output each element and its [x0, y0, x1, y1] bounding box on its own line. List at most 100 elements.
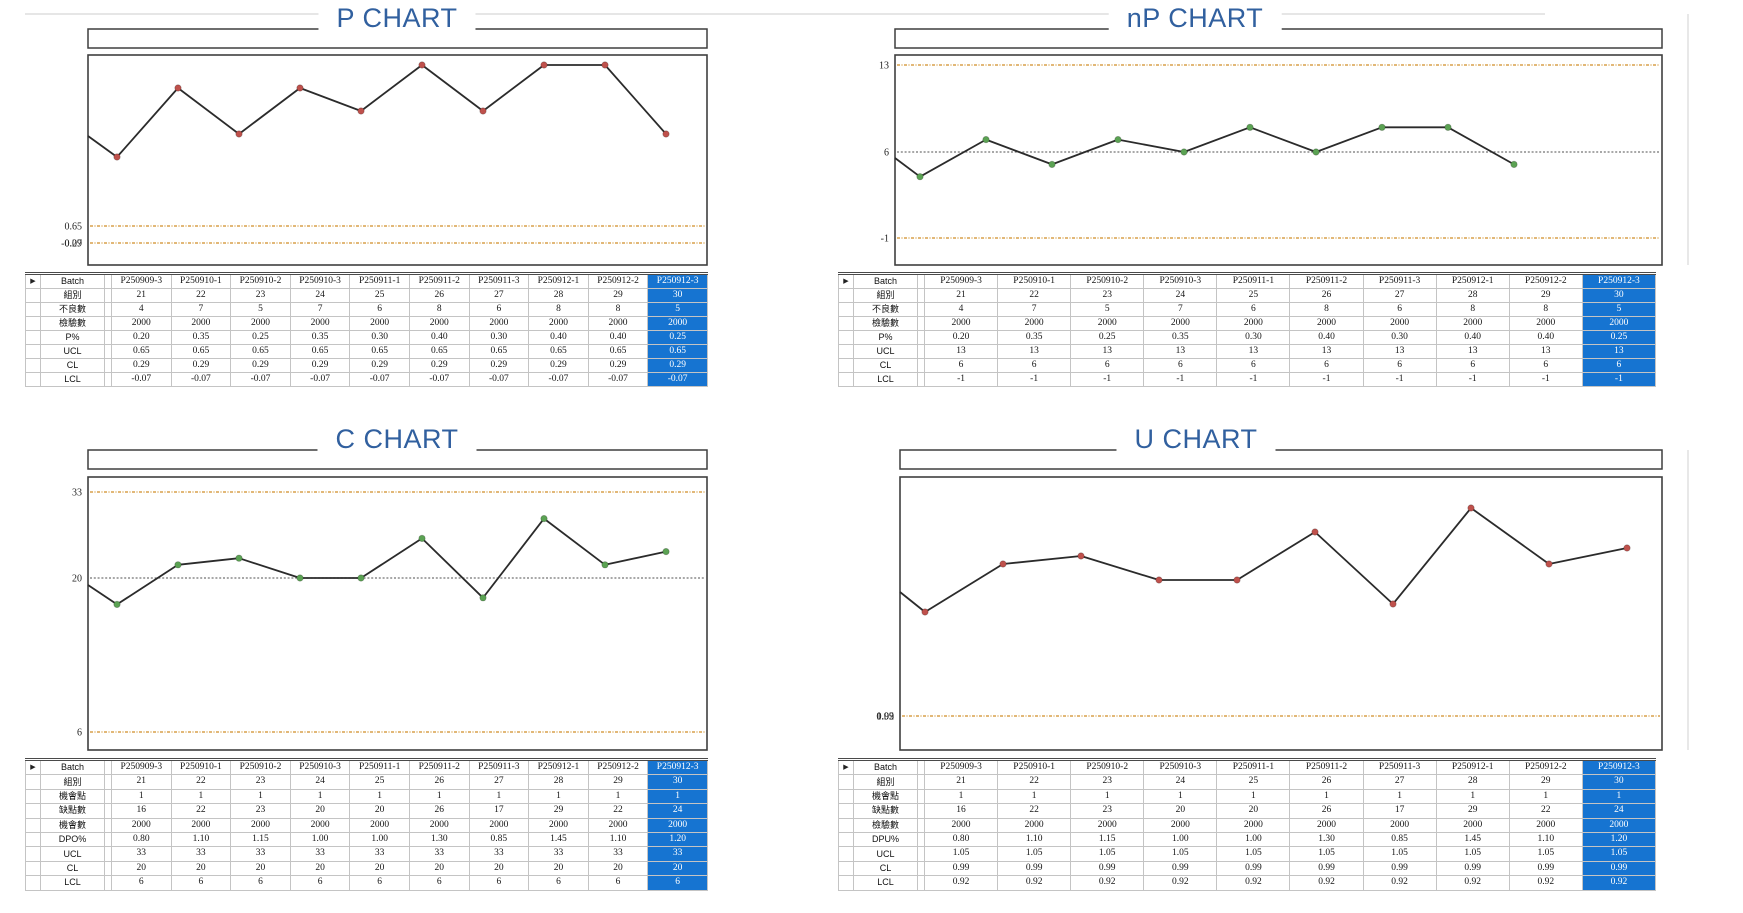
column-header-cell[interactable]: P250911-1 — [349, 758, 410, 776]
table-cell[interactable]: 2000 — [170, 316, 232, 331]
table-cell[interactable]: 6 — [349, 875, 410, 891]
row-label-cell[interactable]: 組別 — [40, 288, 105, 303]
table-cell[interactable]: 0.99 — [1362, 860, 1437, 877]
table-cell[interactable]: 29 — [587, 288, 649, 303]
row-selector-cell[interactable] — [838, 302, 854, 317]
table-cell[interactable]: 0.29 — [111, 358, 172, 373]
table-cell[interactable]: 20 — [528, 860, 589, 877]
row-label-cell[interactable]: UCL — [853, 846, 918, 862]
table-cell[interactable]: 21 — [111, 288, 172, 303]
table-cell[interactable]: 1.05 — [923, 846, 999, 862]
row-label-cell[interactable]: 檢驗數 — [853, 817, 918, 833]
table-cell[interactable]: 27 — [468, 774, 530, 790]
table-cell[interactable]: 8 — [587, 302, 649, 317]
column-header-cell[interactable]: P250910-3 — [1143, 273, 1218, 289]
table-cell[interactable]: 1.20 — [1581, 831, 1656, 848]
table-cell[interactable]: 2000 — [111, 316, 172, 331]
table-cell[interactable]: 5 — [230, 302, 291, 317]
table-cell[interactable]: 0.92 — [1143, 875, 1218, 891]
table-cell[interactable]: 1.05 — [1508, 846, 1583, 862]
column-header-cell[interactable]: P250911-3 — [468, 273, 530, 289]
table-cell[interactable]: 1.05 — [1216, 846, 1291, 862]
table-cell[interactable]: 0.65 — [230, 344, 291, 359]
table-cell[interactable]: -1 — [1435, 372, 1510, 387]
table-cell[interactable]: 33 — [170, 846, 232, 862]
table-cell[interactable]: 0.80 — [111, 831, 172, 848]
table-cell[interactable]: 0.40 — [1289, 330, 1364, 345]
table-cell[interactable]: 1.05 — [1289, 846, 1364, 862]
column-header-cell[interactable]: P250911-2 — [408, 758, 470, 776]
table-cell[interactable]: 1 — [1581, 788, 1656, 805]
row-selector-cell[interactable] — [838, 372, 854, 387]
table-cell[interactable]: 0.29 — [349, 358, 410, 373]
table-cell[interactable]: 0.99 — [1289, 860, 1364, 877]
table-cell[interactable]: -1 — [1143, 372, 1218, 387]
column-header-cell[interactable]: P250912-1 — [528, 273, 589, 289]
table-cell[interactable]: 0.92 — [1289, 875, 1364, 891]
row-selector-cell[interactable] — [838, 817, 854, 833]
row-label-cell[interactable]: P% — [40, 330, 105, 345]
table-cell[interactable]: 7 — [170, 302, 232, 317]
row-selector-cell[interactable] — [838, 358, 854, 373]
table-cell[interactable]: 0.92 — [1508, 875, 1583, 891]
table-cell[interactable]: 0.92 — [1435, 875, 1510, 891]
table-cell[interactable]: 0.30 — [1216, 330, 1291, 345]
table-cell[interactable]: 0.30 — [1362, 330, 1437, 345]
table-cell[interactable]: 33 — [468, 846, 530, 862]
table-cell[interactable]: 2000 — [289, 316, 351, 331]
table-cell[interactable]: 26 — [408, 774, 470, 790]
column-header-cell[interactable]: P250909-3 — [923, 273, 999, 289]
column-header-cell[interactable]: P250910-3 — [289, 273, 351, 289]
table-cell[interactable]: 2000 — [528, 817, 589, 833]
table-cell[interactable]: -0.07 — [587, 372, 649, 387]
table-cell[interactable]: 5 — [1070, 302, 1145, 317]
table-cell[interactable]: 1.10 — [587, 831, 649, 848]
table-cell[interactable]: 25 — [349, 288, 410, 303]
table-cell[interactable]: 8 — [1508, 302, 1583, 317]
table-cell[interactable]: 28 — [1435, 774, 1510, 790]
row-label-cell[interactable]: 缺點數 — [853, 803, 918, 819]
table-cell[interactable]: 30 — [1581, 774, 1656, 790]
table-cell[interactable]: 1.15 — [1070, 831, 1145, 848]
table-cell[interactable]: 6 — [1216, 302, 1291, 317]
table-cell[interactable]: 33 — [349, 846, 410, 862]
row-selector-arrow[interactable]: ▶ — [25, 273, 41, 289]
table-cell[interactable]: 2000 — [230, 316, 291, 331]
table-cell[interactable]: -0.07 — [468, 372, 530, 387]
column-header-cell[interactable]: P250911-1 — [1216, 273, 1291, 289]
table-cell[interactable]: 33 — [587, 846, 649, 862]
table-cell[interactable]: 1 — [408, 788, 470, 805]
table-cell[interactable]: 2000 — [923, 817, 999, 833]
table-cell[interactable]: 0.92 — [1216, 875, 1291, 891]
table-cell[interactable]: 22 — [170, 288, 232, 303]
row-label-cell[interactable]: 機會點 — [853, 788, 918, 805]
table-cell[interactable]: 23 — [1070, 774, 1145, 790]
table-cell[interactable]: 1.00 — [349, 831, 410, 848]
table-cell[interactable]: 0.25 — [647, 330, 708, 345]
table-cell[interactable]: 29 — [1508, 288, 1583, 303]
table-cell[interactable]: 2000 — [587, 316, 649, 331]
table-cell[interactable]: 0.99 — [1216, 860, 1291, 877]
row-selector-cell[interactable] — [25, 846, 41, 862]
row-label-cell[interactable]: 不良數 — [853, 302, 918, 317]
table-cell[interactable]: 22 — [587, 803, 649, 819]
table-cell[interactable]: 29 — [528, 803, 589, 819]
table-cell[interactable]: 2000 — [468, 316, 530, 331]
table-cell[interactable]: 28 — [528, 774, 589, 790]
table-cell[interactable]: 1.30 — [1289, 831, 1364, 848]
table-cell[interactable]: 29 — [1508, 774, 1583, 790]
column-header-cell[interactable]: P250911-1 — [349, 273, 410, 289]
table-cell[interactable]: 0.29 — [587, 358, 649, 373]
table-cell[interactable]: 2000 — [170, 817, 232, 833]
table-cell[interactable]: 0.92 — [1581, 875, 1656, 891]
table-cell[interactable]: 0.20 — [923, 330, 999, 345]
table-cell[interactable]: -1 — [1508, 372, 1583, 387]
row-label-cell[interactable]: 機會數 — [40, 817, 105, 833]
table-cell[interactable]: 25 — [1216, 288, 1291, 303]
table-cell[interactable]: 2000 — [1070, 316, 1145, 331]
table-cell[interactable]: 28 — [528, 288, 589, 303]
table-cell[interactable]: 1 — [923, 788, 999, 805]
table-cell[interactable]: 6 — [170, 875, 232, 891]
table-cell[interactable]: 0.65 — [289, 344, 351, 359]
row-label-cell[interactable]: DPU% — [853, 831, 918, 848]
